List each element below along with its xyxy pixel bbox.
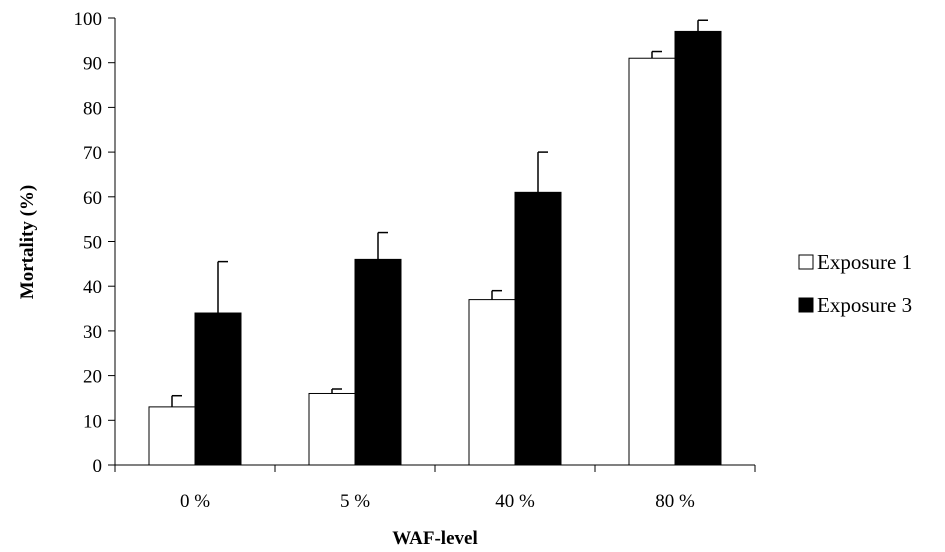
legend-label: Exposure 3 [817, 293, 912, 317]
y-tick-label: 10 [83, 411, 102, 432]
x-tick-label: 0 % [180, 491, 210, 512]
y-axis: 0 10 20 30 40 50 60 70 80 90 100 [74, 9, 116, 477]
bar-exposure-3 [354, 258, 402, 466]
bar-exposure-1 [468, 299, 516, 466]
x-tick-label: 80 % [655, 491, 695, 512]
legend-swatch [798, 254, 814, 270]
x-tick-label: 5 % [340, 491, 370, 512]
y-tick-label: 80 [83, 98, 102, 119]
x-tick-label: 40 % [495, 491, 535, 512]
y-tick-label: 90 [83, 54, 102, 75]
y-tick-label: 100 [74, 9, 103, 30]
bars [148, 19, 722, 466]
bar-exposure-3 [194, 312, 242, 466]
legend-swatch [798, 297, 814, 313]
bar-exposure-1 [308, 392, 356, 466]
y-tick-label: 20 [83, 367, 102, 388]
bar-exposure-1 [628, 57, 676, 466]
y-tick-label: 70 [83, 143, 102, 164]
y-tick-label: 0 [93, 456, 103, 477]
x-axis-title: WAF-level [392, 528, 477, 549]
bar-exposure-3 [514, 191, 562, 466]
bar-exposure-1 [148, 406, 196, 466]
y-tick-label: 40 [83, 277, 102, 298]
y-tick-label: 30 [83, 322, 102, 343]
legend-label: Exposure 1 [817, 250, 912, 274]
legend: Exposure 1 Exposure 3 [798, 250, 912, 317]
bar-exposure-3 [674, 30, 722, 466]
x-axis: 0 % 5 % 40 % 80 % [114, 464, 756, 512]
y-axis-title: Mortality (%) [17, 185, 38, 299]
y-tick-label: 60 [83, 188, 102, 209]
y-tick-label: 50 [83, 233, 102, 254]
